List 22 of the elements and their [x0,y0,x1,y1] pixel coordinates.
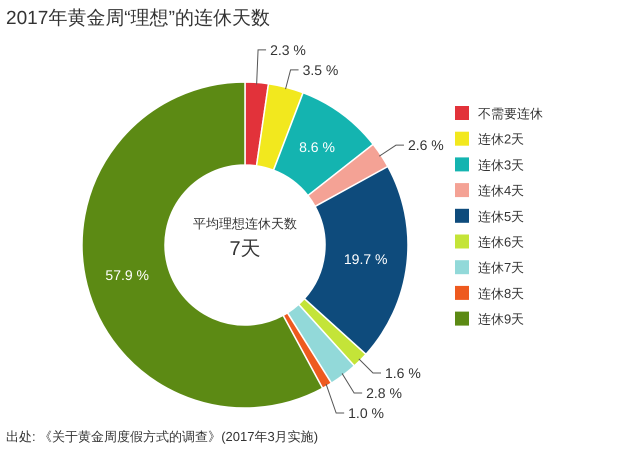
legend-label: 连休2天 [478,132,524,147]
text: 7天 [229,238,261,260]
data-label: 19.7 % [344,251,388,268]
text: 出处: 《关于黄金周度假方式的调查》(2017年3月实施) [6,429,318,444]
legend-label: 不需要连休 [478,106,543,121]
legend-label: 连休7天 [478,260,524,276]
legend-label: 连休4天 [478,183,524,198]
legend-label: 连休3天 [478,157,524,172]
data-label: 2.6 % [408,137,444,154]
text: 平均理想连休天数 [193,216,297,231]
data-label: 2.8 % [366,384,402,401]
chart-title: 2017年黄金周“理想”的连休天数 [6,8,270,29]
legend-label: 连休8天 [478,286,524,301]
data-label: 1.0 % [348,404,384,421]
legend-label: 连休6天 [478,234,524,250]
data-label: 3.5 % [302,62,338,78]
data-label: 1.6 % [384,364,421,381]
data-label: 2.3 % [270,42,306,58]
legend-label: 连休9天 [478,312,524,327]
data-label: 8.6 % [299,139,335,156]
legend-label: 连休5天 [478,208,524,224]
data-label: 57.9 % [105,266,150,283]
